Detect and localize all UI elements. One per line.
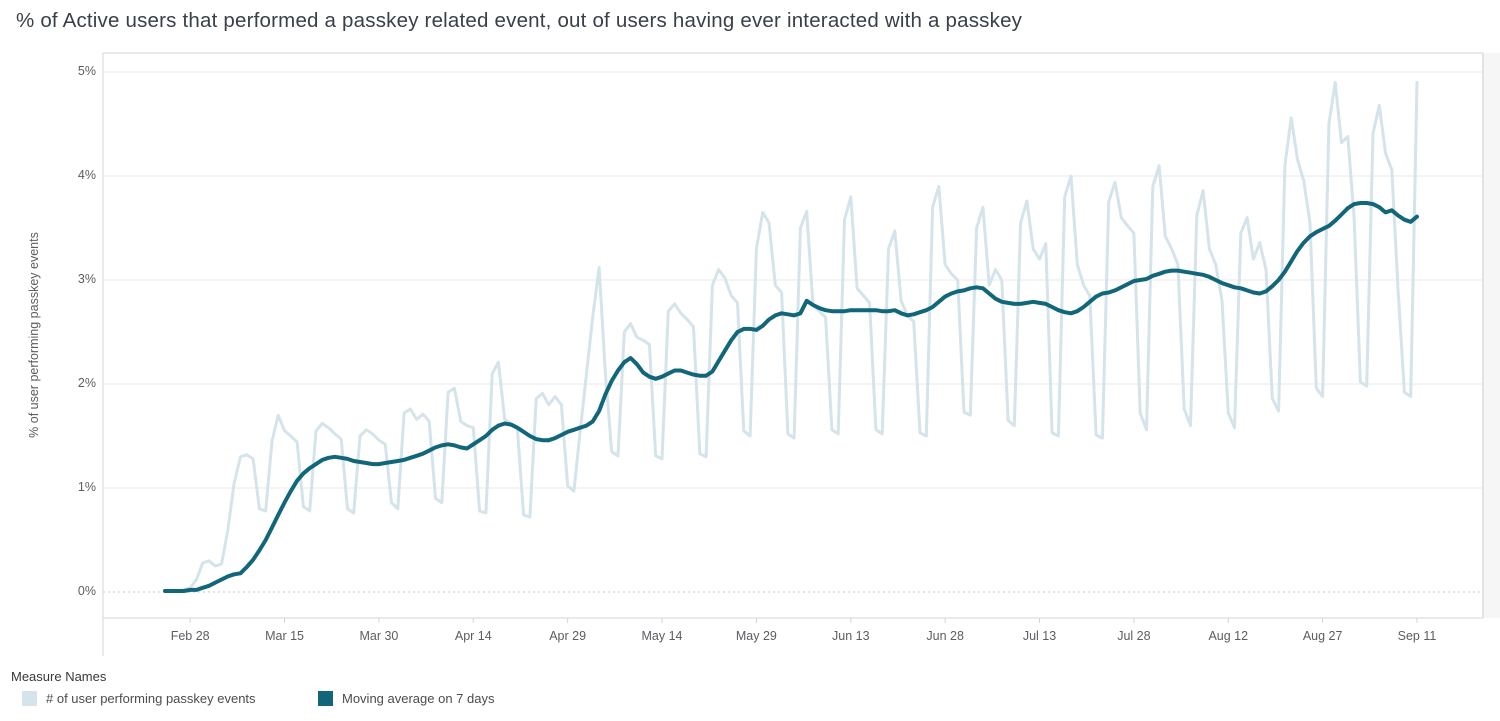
x-tick-label: Jul 28 (1117, 629, 1151, 643)
x-tick-label: Aug 12 (1208, 629, 1249, 643)
y-tick-label: 1% (77, 480, 96, 494)
x-tick-label: Jun 28 (926, 629, 964, 643)
daily-series-line[interactable] (163, 80, 1419, 593)
x-tick-label: Sep 11 (1397, 629, 1437, 643)
daily-series-swatch-icon[interactable] (22, 691, 37, 706)
x-tick-label: Mar 30 (359, 629, 399, 643)
x-tick-label: Feb 28 (170, 629, 210, 643)
moving-average-swatch-icon[interactable] (318, 691, 333, 706)
x-tick-label: May 14 (641, 629, 683, 643)
chart-title: % of Active users that performed a passk… (16, 9, 1023, 32)
x-tick-label: Apr 14 (454, 629, 492, 643)
y-tick-label: 4% (77, 168, 96, 182)
y-tick-label: 2% (77, 376, 96, 390)
legend-label-daily: # of user performing passkey events (46, 691, 256, 706)
x-tick-label: Apr 29 (549, 629, 587, 643)
legend-item-moving-average[interactable]: Moving average on 7 days (318, 691, 494, 706)
x-tick-label: May 29 (735, 629, 777, 643)
x-tick-label: Jun 13 (832, 629, 870, 643)
legend-item-daily[interactable]: # of user performing passkey events (22, 691, 256, 706)
right-gutter (1484, 53, 1500, 618)
x-tick-label: Mar 15 (265, 629, 304, 643)
y-tick-label: 0% (77, 584, 96, 598)
y-tick-label: 3% (77, 272, 96, 286)
moving-average-line[interactable] (163, 201, 1419, 593)
legend-title: Measure Names (11, 669, 107, 684)
legend-label-moving-average: Moving average on 7 days (342, 691, 495, 706)
x-tick-label: Aug 27 (1302, 629, 1343, 643)
y-tick-label: 5% (77, 64, 96, 78)
x-tick-label: Jul 13 (1022, 629, 1057, 643)
